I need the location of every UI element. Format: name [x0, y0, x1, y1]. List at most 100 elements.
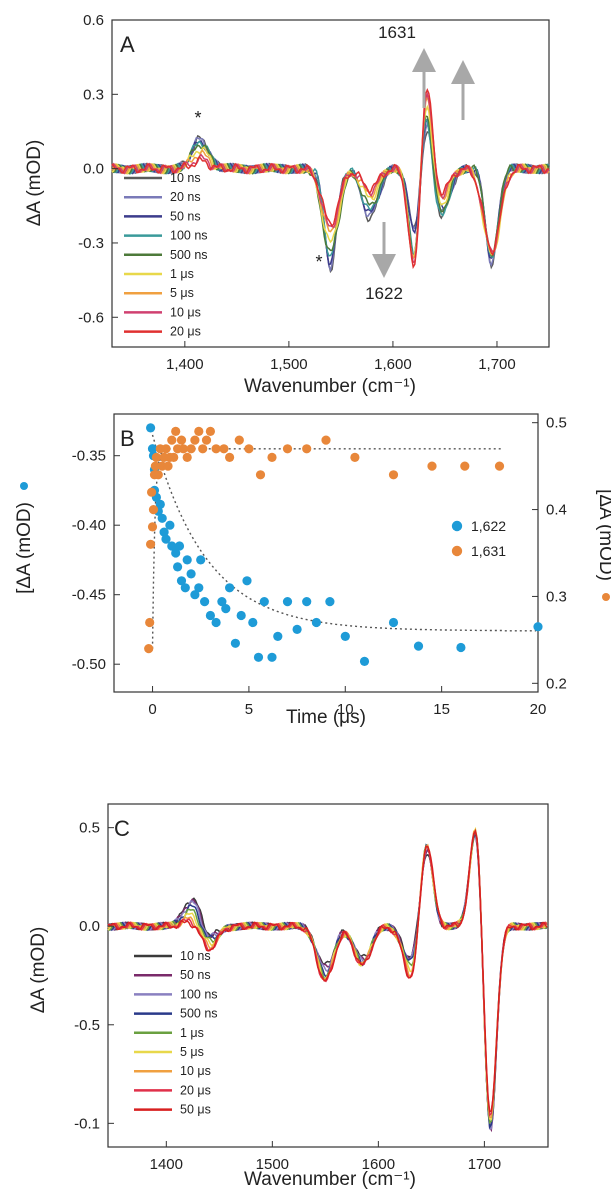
annotation-1631: 1631	[378, 23, 416, 42]
panel-b-data-point	[148, 505, 159, 515]
panel-b: 0 5 10 15 20 -0.35 -0.40 -0.45 -0.50 0.50.40.30…	[14, 413, 611, 728]
panel-b-legend-label: 1,622	[471, 518, 506, 534]
panel-b-legend: 1,622 1,631	[451, 518, 506, 559]
panel-c-letter: C	[114, 816, 130, 841]
panel-b-data-point	[427, 461, 437, 471]
panel-b-left-y-label-text: [ΔA (mOD)	[14, 502, 35, 594]
panel-b-data-point	[190, 435, 200, 445]
panel-b-x-axis-label: Time (μs)	[286, 707, 366, 728]
panel-a-y-axis-label: ΔA (mOD)	[24, 140, 45, 227]
panel-b-left-y-tick-label: -0.50	[72, 656, 106, 673]
panel-a-x-tick-label: 1,400	[166, 356, 204, 373]
panel-b-data-point	[311, 617, 321, 628]
panel-a-y-tick-label: 0.6	[83, 12, 104, 29]
panel-b-data-point	[533, 622, 543, 632]
annotation-1622: 1622	[365, 284, 403, 303]
panel-a-legend-label: 10 ns	[170, 171, 201, 185]
panel-b-data-point	[244, 444, 254, 454]
panel-a-x-ticks: 1,400 1,500 1,600 1,700	[166, 341, 516, 373]
panel-c-legend-label: 20 μs	[180, 1083, 211, 1097]
panel-c-legend-label: 10 ns	[180, 949, 211, 963]
panel-b-data-point	[186, 444, 196, 454]
panel-b-data-point	[359, 656, 370, 667]
panel-b-data-point	[267, 652, 277, 662]
panel-a-legend-label: 20 ns	[170, 190, 201, 204]
panel-b-left-label-marker	[20, 482, 28, 490]
panel-b-left-y-tick-label: -0.40	[72, 517, 106, 534]
panel-b-data-point	[494, 461, 505, 471]
panel-b-fit-1622-curve	[151, 434, 537, 632]
panel-b-data-point	[145, 617, 155, 628]
panel-b-data-point	[194, 426, 204, 436]
panel-a-legend-label: 20 μs	[170, 325, 201, 339]
panel-b-left-y-tick-label: -0.35	[72, 448, 106, 465]
panel-c-x-tick-label: 1500	[256, 1156, 289, 1173]
panel-a-legend-label: 100 ns	[170, 229, 208, 243]
panel-a-letter: A	[120, 32, 135, 57]
panel-b-data-point	[302, 444, 312, 454]
panel-b-fit-curves	[151, 434, 537, 649]
panel-a-y-tick-label: -0.3	[78, 235, 104, 252]
panel-b-fit-1631-curve	[151, 448, 503, 649]
panel-b-data-point	[147, 444, 158, 454]
panel-b-right-y-tick-label: 0.5	[546, 415, 567, 432]
panel-b-right-y-ticks: 0.5 0.4 0.3 0.2	[532, 415, 567, 692]
panel-b-data-point	[194, 583, 204, 593]
panel-b-data-point	[259, 597, 269, 607]
panel-b-data-point	[230, 638, 240, 648]
panel-a-legend-label: 1 μs	[170, 267, 194, 281]
panel-c-series-line	[107, 834, 548, 1130]
panel-a-y-ticks: -0.6 -0.3 0.0 0.3 0.6	[78, 12, 118, 326]
panel-a-legend-label: 10 μs	[170, 305, 201, 319]
panel-b-data-point	[182, 555, 192, 565]
panel-c-legend-label: 10 μs	[180, 1064, 211, 1078]
panel-a-x-tick-label: 1,700	[478, 356, 516, 373]
panel-b-data-point	[234, 435, 244, 445]
asterisk-1415: *	[194, 108, 201, 128]
panel-c-frame	[107, 803, 549, 1148]
panel-b-x-tick-label: 5	[245, 701, 253, 718]
panel-b-data-point	[225, 583, 235, 593]
panel-a-y-tick-label: 0.3	[83, 86, 104, 103]
panel-b-data-point	[242, 576, 252, 586]
panel-a-legend-label: 5 μs	[170, 286, 194, 300]
panel-c-legend-label: 1 μs	[180, 1026, 204, 1040]
panel-b-data-point	[165, 520, 175, 530]
panel-c-legend-label: 500 ns	[180, 1007, 218, 1021]
panel-b-data-point	[173, 562, 183, 572]
panel-c-y-tick-label: -0.5	[74, 1017, 100, 1034]
panel-b-data-point	[147, 522, 158, 532]
panel-b-data-point	[167, 541, 177, 551]
panel-c-x-tick-label: 1700	[468, 1156, 501, 1173]
panel-c-x-tick-label: 1600	[362, 1156, 395, 1173]
panel-b-x-ticks: 0 5 10 15 20	[148, 686, 546, 718]
panel-b-data-point	[150, 461, 160, 471]
panel-b-left-y-ticks: -0.35 -0.40 -0.45 -0.50	[72, 448, 120, 673]
panel-b-data-point	[205, 426, 215, 436]
panel-b-data-point	[325, 597, 335, 607]
panel-b-right-label-marker	[602, 593, 610, 601]
panel-b-data-point	[176, 576, 187, 586]
panel-b-frame	[113, 413, 539, 693]
panel-c-y-tick-label: 0.0	[79, 918, 100, 935]
panel-b-data-point	[255, 470, 266, 480]
panel-c-y-tick-label: -0.1	[74, 1115, 100, 1132]
panel-b-data-point	[167, 435, 177, 445]
panel-b-data-point	[153, 470, 163, 480]
panel-b-right-y-axis-label: [ΔA (mOD)	[595, 489, 611, 601]
panel-b-data-points	[144, 423, 543, 667]
panel-b-legend-marker	[451, 545, 463, 557]
panel-b-data-point	[211, 617, 221, 628]
panel-b-data-point	[161, 444, 171, 454]
panel-b-data-point	[146, 539, 156, 549]
panel-b-data-point	[200, 597, 210, 607]
panel-c-legend-label: 100 ns	[180, 987, 218, 1001]
panel-b-legend-marker	[451, 520, 463, 532]
panel-b-data-point	[155, 499, 165, 509]
panel-b-data-point	[282, 597, 293, 607]
panel-b-data-point	[178, 444, 188, 454]
panel-b-data-point	[282, 444, 293, 454]
panel-b-left-y-tick-label: -0.45	[72, 587, 106, 604]
panel-b-data-point	[217, 597, 227, 607]
